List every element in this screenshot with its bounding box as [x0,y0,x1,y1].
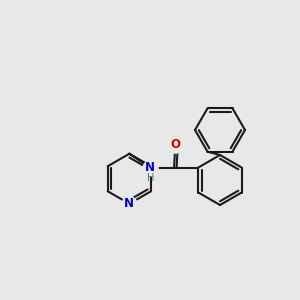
Text: O: O [170,138,180,151]
Text: N: N [124,197,134,210]
Text: H: H [147,173,155,183]
Text: N: N [145,161,155,174]
